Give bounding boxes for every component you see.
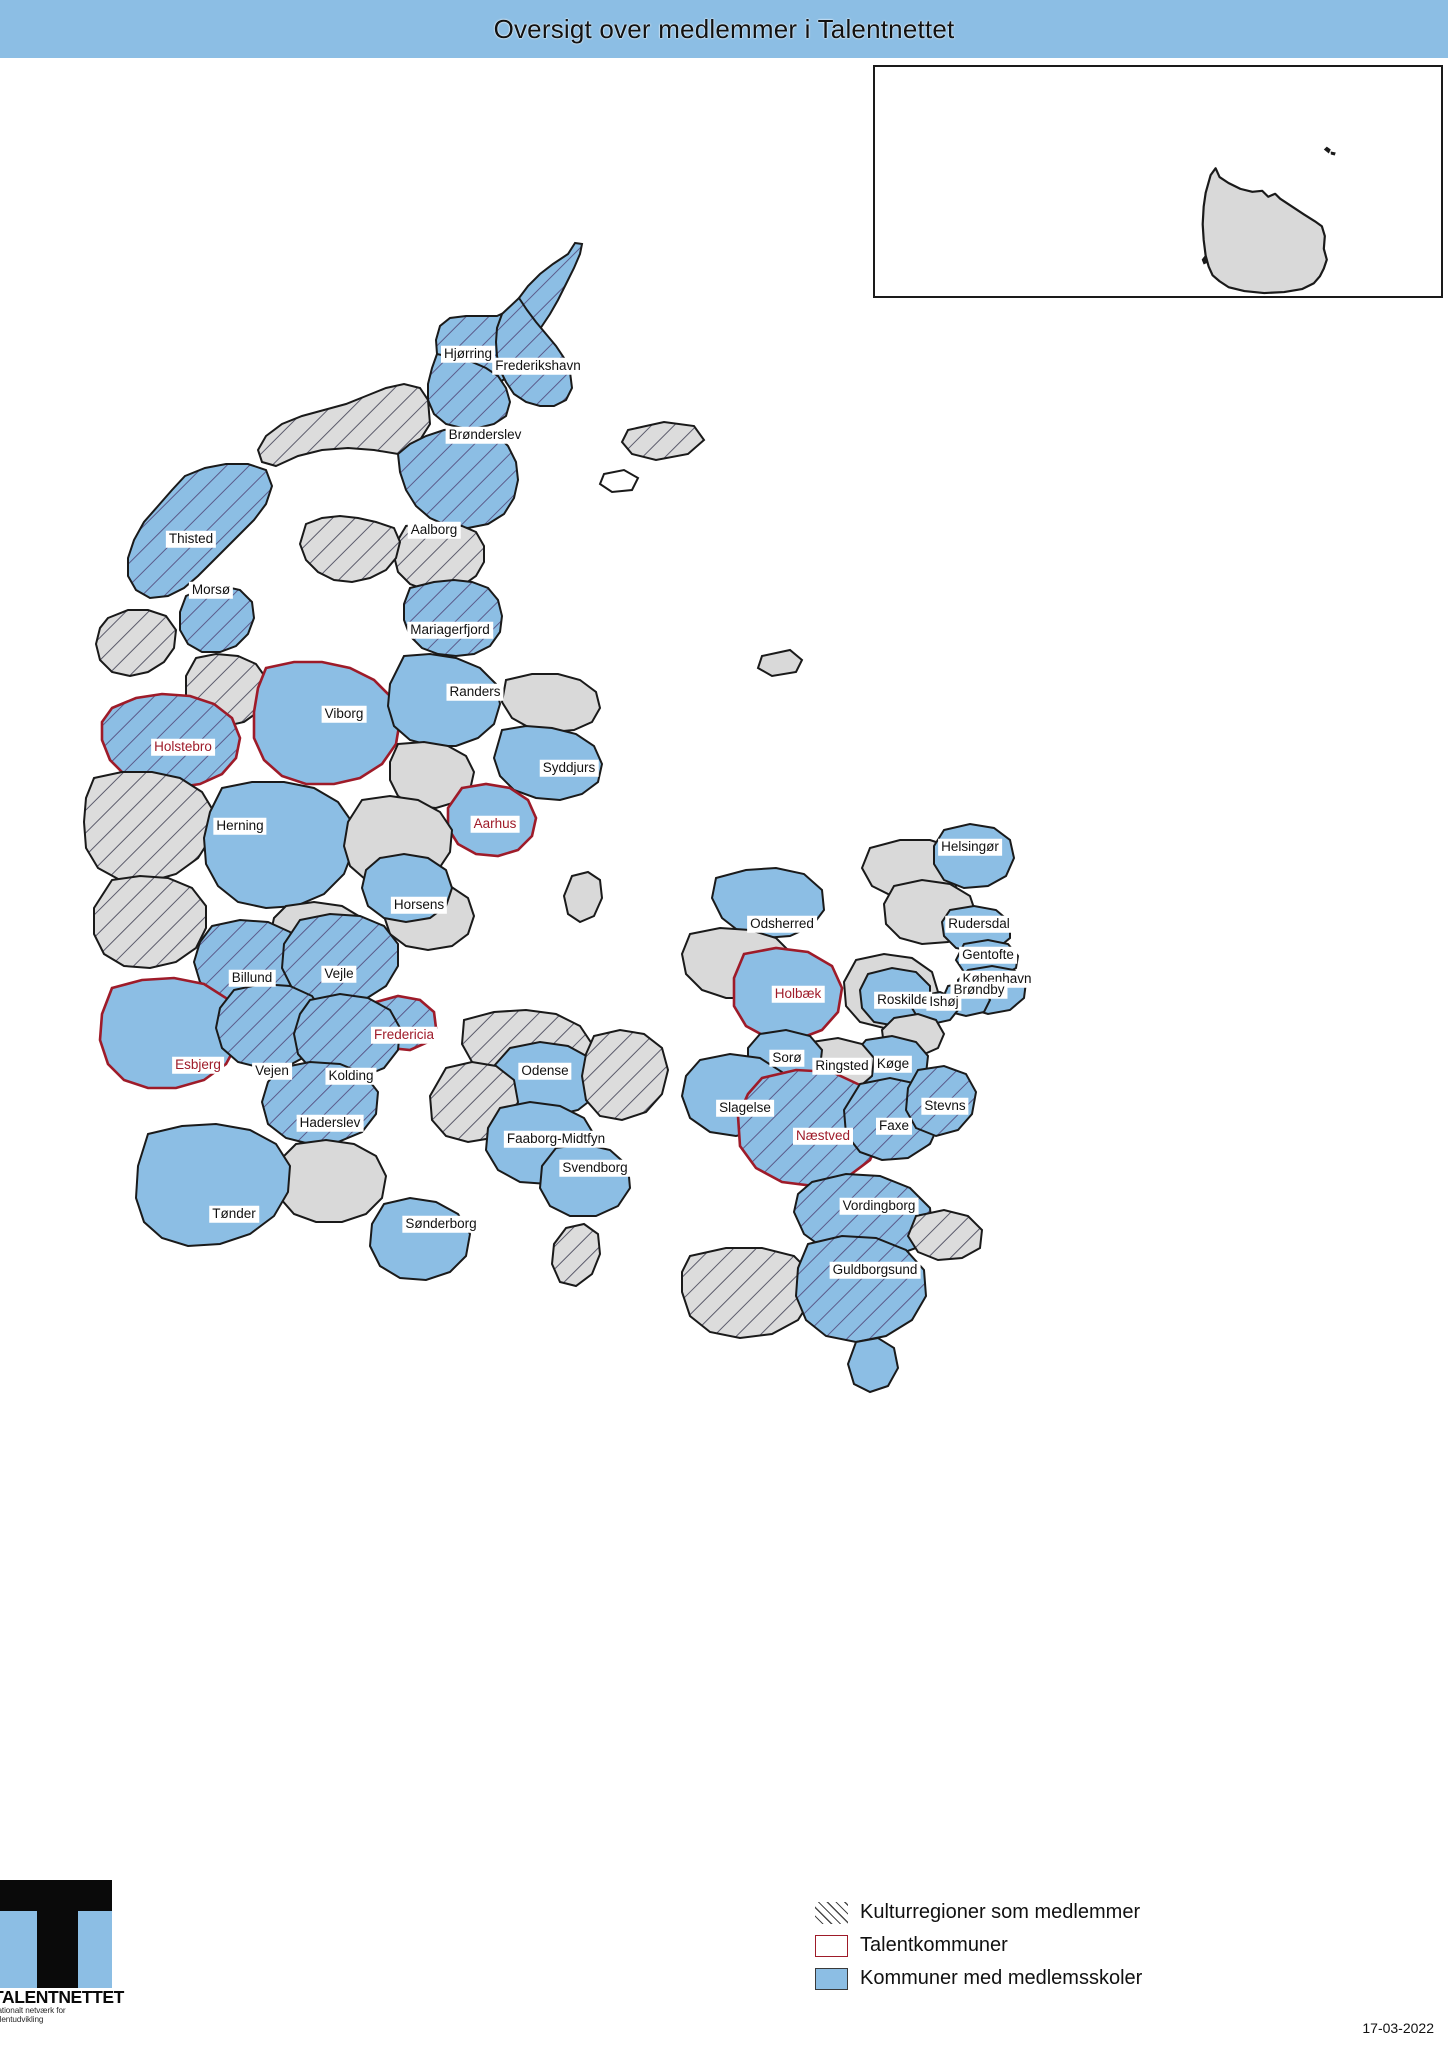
logo-tagline: nationalt netværk for talentudvikling (0, 2006, 66, 2025)
kommune-norddjurs[interactable] (500, 673, 602, 734)
kommune-frederikshavn[interactable] (494, 296, 574, 407)
kommune-toender[interactable] (134, 1122, 292, 1248)
map-label-viborg[interactable]: Viborg (321, 705, 367, 723)
logo-wordmark: TALENTNETTET (0, 1987, 124, 2007)
island-smaaoer-1[interactable] (598, 468, 640, 494)
kommune-helsingoer[interactable] (933, 822, 1016, 890)
blue-fill-swatch-icon (815, 1967, 848, 1990)
map-label-horsens[interactable]: Horsens (390, 896, 448, 914)
region-central-jutland (82, 463, 604, 972)
map-label-helsing-r[interactable]: Helsingør (938, 838, 1002, 856)
map-label-fredericia[interactable]: Fredericia (370, 1026, 438, 1044)
bornholm-shape (1201, 146, 1336, 295)
map-label-stevns[interactable]: Stevns (921, 1097, 969, 1115)
map-label-t-nder[interactable]: Tønder (209, 1205, 259, 1223)
map-label-br-ndby[interactable]: Brøndby (950, 981, 1008, 999)
kommune-broenderslev[interactable] (427, 352, 512, 429)
denmark-map (0, 58, 1448, 1438)
kommune-ringkoebing[interactable] (82, 771, 216, 884)
kommune-varde[interactable] (93, 874, 207, 970)
legend: Kulturregioner som medlemmer Talentkommu… (815, 1896, 1375, 1995)
map-label-odsherred[interactable]: Odsherred (747, 915, 817, 933)
map-label-mors-[interactable]: Morsø (188, 581, 234, 599)
map-label-frederikshavn[interactable]: Frederikshavn (492, 357, 584, 375)
kommune-kerteminde-nyborg[interactable] (580, 1028, 670, 1122)
map-label-vejen[interactable]: Vejen (252, 1062, 292, 1080)
kommune-randers[interactable] (386, 652, 502, 747)
map-label-billund[interactable]: Billund (228, 969, 276, 987)
map-label-odense[interactable]: Odense (518, 1062, 572, 1080)
kommune-langeland-aeroe[interactable] (550, 1222, 602, 1288)
bornholm-inset-box (873, 65, 1443, 298)
map-label-holstebro[interactable]: Holstebro (151, 738, 215, 756)
kommune-vejle[interactable] (280, 912, 399, 1006)
map-label-layer: Hjørring Frederikshavn Brønderslev Thisted A… (0, 58, 1448, 1438)
map-label-syddjurs[interactable]: Syddjurs (539, 759, 599, 777)
island-falster-south[interactable] (846, 1336, 900, 1394)
island-laesoe[interactable] (620, 420, 706, 462)
map-label-gentofte[interactable]: Gentofte (959, 946, 1017, 964)
map-label-guldborgsund[interactable]: Guldborgsund (829, 1261, 921, 1279)
map-label-holb-k[interactable]: Holbæk (771, 985, 825, 1003)
map-label-rudersdal[interactable]: Rudersdal (945, 915, 1013, 933)
region-zealand (562, 420, 1028, 1394)
legend-label: Kommuner med medlemsskoler (860, 1967, 1143, 1989)
map-label-vordingborg[interactable]: Vordingborg (839, 1197, 919, 1215)
map-label-sor-[interactable]: Sorø (769, 1049, 805, 1067)
map-label-roskilde[interactable]: Roskilde (874, 991, 932, 1009)
island-samsoe[interactable] (562, 870, 604, 924)
map-label-haderslev[interactable]: Haderslev (296, 1114, 364, 1132)
kommune-lolland[interactable] (681, 1247, 813, 1340)
kommune-lemvig[interactable] (94, 609, 178, 678)
island-anholt[interactable] (756, 648, 804, 678)
kommune-soenderborg[interactable] (368, 1196, 472, 1282)
legend-label: Kulturregioner som medlemmer (860, 1901, 1141, 1923)
logo-t-stem (37, 1880, 78, 1988)
island-moen[interactable] (906, 1208, 984, 1262)
legend-item-talentkommuner[interactable]: Talentkommuner (815, 1929, 1375, 1962)
map-label-n-stved[interactable]: Næstved (792, 1127, 854, 1145)
map-label-esbjerg[interactable]: Esbjerg (172, 1056, 224, 1074)
region-north-jutland (256, 241, 584, 658)
map-label-hj-rring[interactable]: Hjørring (440, 345, 496, 363)
map-label-svendborg[interactable]: Svendborg (559, 1159, 631, 1177)
map-label-faaborg-midtfyn[interactable]: Faaborg-Midtfyn (503, 1130, 609, 1148)
bornholm-inset-svg (1201, 146, 1336, 295)
kommune-mariagerfjord[interactable] (403, 578, 504, 658)
map-label-mariagerfjord[interactable]: Mariagerfjord (407, 621, 493, 639)
map-label-thisted[interactable]: Thisted (165, 530, 217, 548)
kommune-aabenraa[interactable] (274, 1138, 388, 1223)
kommune-jammerbugt[interactable] (256, 382, 432, 468)
map-label-slagelse[interactable]: Slagelse (716, 1099, 774, 1117)
talentnettet-logo: TALENTNETTET nationalt netværk for talen… (0, 1880, 124, 2025)
map-label-br-nderslev[interactable]: Brønderslev (445, 426, 525, 444)
kommune-viborg[interactable] (252, 660, 402, 786)
kommune-svendborg[interactable] (538, 1142, 632, 1217)
legend-label: Talentkommuner (860, 1934, 1008, 1956)
kommune-guldborgsund[interactable] (794, 1234, 928, 1344)
map-label-aalborg[interactable]: Aalborg (407, 521, 461, 539)
logo-t-mark-icon (0, 1880, 112, 1988)
kommune-vesthimmerland[interactable] (298, 514, 402, 584)
date-stamp: 17-03-2022 (1362, 2020, 1434, 2036)
kommune-herning[interactable] (202, 781, 356, 910)
page-title: Oversigt over medlemmer i Talentnettet (493, 13, 955, 44)
map-label-ringsted[interactable]: Ringsted (812, 1057, 872, 1075)
map-label-aarhus[interactable]: Aarhus (470, 815, 520, 833)
hatch-swatch-icon (815, 1901, 848, 1924)
map-label-ish-j[interactable]: Ishøj (926, 993, 962, 1011)
map-label-herning[interactable]: Herning (213, 817, 267, 835)
red-outline-swatch-icon (815, 1934, 848, 1957)
legend-item-kulturregioner[interactable]: Kulturregioner som medlemmer (815, 1896, 1375, 1929)
legend-item-medlemsskoler[interactable]: Kommuner med medlemsskoler (815, 1962, 1375, 1995)
map-label-randers[interactable]: Randers (446, 683, 504, 701)
denmark-map-svg (82, 241, 1028, 1394)
map-label-faxe[interactable]: Faxe (875, 1117, 913, 1135)
map-label-s-nderborg[interactable]: Sønderborg (402, 1215, 480, 1233)
map-label-vejle[interactable]: Vejle (321, 965, 357, 983)
map-label-k-ge[interactable]: Køge (873, 1055, 913, 1073)
title-banner: Oversigt over medlemmer i Talentnettet (0, 0, 1448, 58)
map-label-kolding[interactable]: Kolding (325, 1067, 377, 1085)
